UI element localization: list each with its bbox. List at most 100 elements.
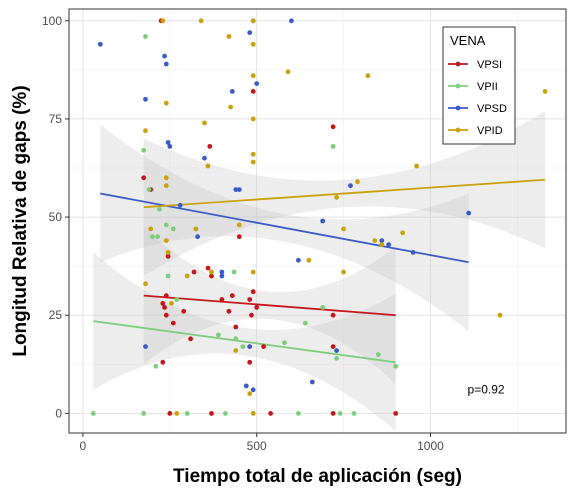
- legend-items: VPSI VPII VPSD VPID: [448, 59, 507, 137]
- data-point-vpsd: [233, 187, 239, 193]
- data-point-vpsi: [160, 301, 166, 306]
- data-point-vpsi: [167, 411, 173, 416]
- data-point-vpsi: [205, 265, 211, 271]
- data-point-vpsd: [177, 202, 183, 208]
- legend: VENA VPSI VPII VPSD VPID: [442, 26, 516, 145]
- data-point-vpsi: [250, 89, 256, 94]
- grid-layer: [69, 9, 566, 433]
- data-point-vpii: [240, 344, 246, 349]
- data-point-vpii: [141, 411, 147, 416]
- x-tick-label: 1000: [417, 439, 444, 453]
- data-point-vpsi: [163, 312, 169, 318]
- data-point-vpid: [169, 301, 174, 306]
- data-point-vpid: [228, 104, 234, 110]
- data-point-vpsi: [247, 359, 253, 365]
- data-point-vpsi: [261, 344, 266, 349]
- data-point-vpii: [143, 34, 148, 39]
- data-point-vpid: [202, 120, 207, 126]
- data-point-vpii: [231, 269, 237, 275]
- data-point-vpsi: [209, 273, 214, 279]
- data-point-vpsd: [410, 250, 416, 255]
- data-point-vpii: [174, 297, 180, 302]
- data-point-vpii: [157, 206, 162, 212]
- y-tick-label: 50: [49, 210, 63, 224]
- data-point-vpid: [193, 226, 199, 232]
- trend-line-vpsd: [100, 192, 469, 264]
- data-point-vpsi: [141, 175, 147, 181]
- data-point-vpid: [400, 230, 406, 236]
- data-point-vpsd: [309, 379, 315, 385]
- data-point-vpsi: [207, 144, 213, 149]
- trend-line-vpsi: [143, 294, 396, 317]
- data-point-vpii: [337, 411, 343, 416]
- data-point-vpsd: [219, 269, 225, 275]
- data-point-vpii: [90, 411, 96, 416]
- x-tick-label: 0: [80, 439, 87, 453]
- data-point-vpid: [163, 238, 169, 244]
- data-point-vpid: [341, 226, 346, 232]
- trend-line-layer: [93, 178, 546, 364]
- data-point-vpii: [393, 363, 399, 369]
- data-point-vpii: [223, 411, 228, 416]
- y-axis-title: Longitud Relativa de gaps (%): [10, 85, 31, 356]
- data-point-vpid: [334, 195, 339, 200]
- panel-border: [68, 8, 567, 434]
- data-point-vpid: [355, 179, 360, 185]
- data-point-vpid: [250, 18, 256, 24]
- data-point-vpsi: [209, 411, 214, 416]
- data-point-vpid: [414, 163, 419, 169]
- data-point-vpsd: [296, 257, 301, 263]
- y-tick-label: 25: [49, 308, 63, 322]
- data-point-vpsd: [236, 187, 242, 193]
- data-point-vpid: [250, 116, 256, 122]
- data-point-vpsi: [249, 312, 254, 318]
- data-point-vpsd: [165, 140, 171, 145]
- data-point-vpii: [282, 340, 287, 346]
- data-point-vpsd: [250, 387, 256, 393]
- data-point-vpid: [233, 348, 239, 353]
- data-point-vpid: [163, 183, 169, 189]
- data-point-vpii: [233, 336, 239, 342]
- data-point-vpid: [250, 411, 256, 416]
- data-point-vpii: [330, 144, 336, 149]
- legend-label-vpsi: VPSI: [477, 59, 502, 71]
- data-point-vpid: [143, 128, 148, 134]
- data-point-vpii: [163, 222, 169, 228]
- data-point-vpsi: [181, 308, 187, 314]
- data-point-vpid: [285, 69, 291, 75]
- data-point-vpsi: [330, 411, 336, 416]
- data-point-vpsi: [219, 297, 225, 302]
- data-point-vpii: [150, 234, 155, 240]
- data-point-vpsd: [97, 41, 103, 47]
- data-point-vpid: [209, 269, 214, 275]
- data-point-vpsd: [386, 242, 392, 248]
- data-point-vpsi: [236, 234, 242, 240]
- data-point-vpsi: [393, 411, 399, 416]
- data-point-vpsd: [289, 18, 294, 24]
- data-point-vpid: [226, 34, 232, 39]
- data-point-vpsi: [268, 411, 273, 416]
- data-point-vpid: [236, 222, 242, 228]
- data-point-vpid: [174, 411, 180, 416]
- x-axis-title: Tiempo total de aplicación (seg): [173, 466, 462, 487]
- data-point-vpsi: [191, 269, 197, 275]
- data-point-vpii: [165, 273, 171, 279]
- legend-key-point-vpsi: [455, 61, 461, 67]
- data-point-vpsd: [348, 183, 353, 189]
- data-point-vpid: [379, 242, 385, 248]
- data-point-vpsd: [243, 383, 249, 389]
- data-point-vpsi: [233, 324, 239, 330]
- data-point-vpii: [170, 226, 176, 232]
- data-point-vpsd: [143, 344, 148, 349]
- data-point-vpid: [205, 163, 211, 169]
- legend-key-point-vpsd: [455, 105, 461, 111]
- y-tick-label: 0: [55, 406, 62, 420]
- data-point-vpsi: [188, 336, 194, 342]
- data-point-vpid: [250, 159, 256, 165]
- data-point-vpid: [306, 257, 312, 263]
- data-point-vpid: [250, 73, 256, 79]
- data-point-vpid: [143, 281, 148, 287]
- data-point-vpsi: [330, 312, 336, 318]
- data-point-vpid: [160, 18, 166, 24]
